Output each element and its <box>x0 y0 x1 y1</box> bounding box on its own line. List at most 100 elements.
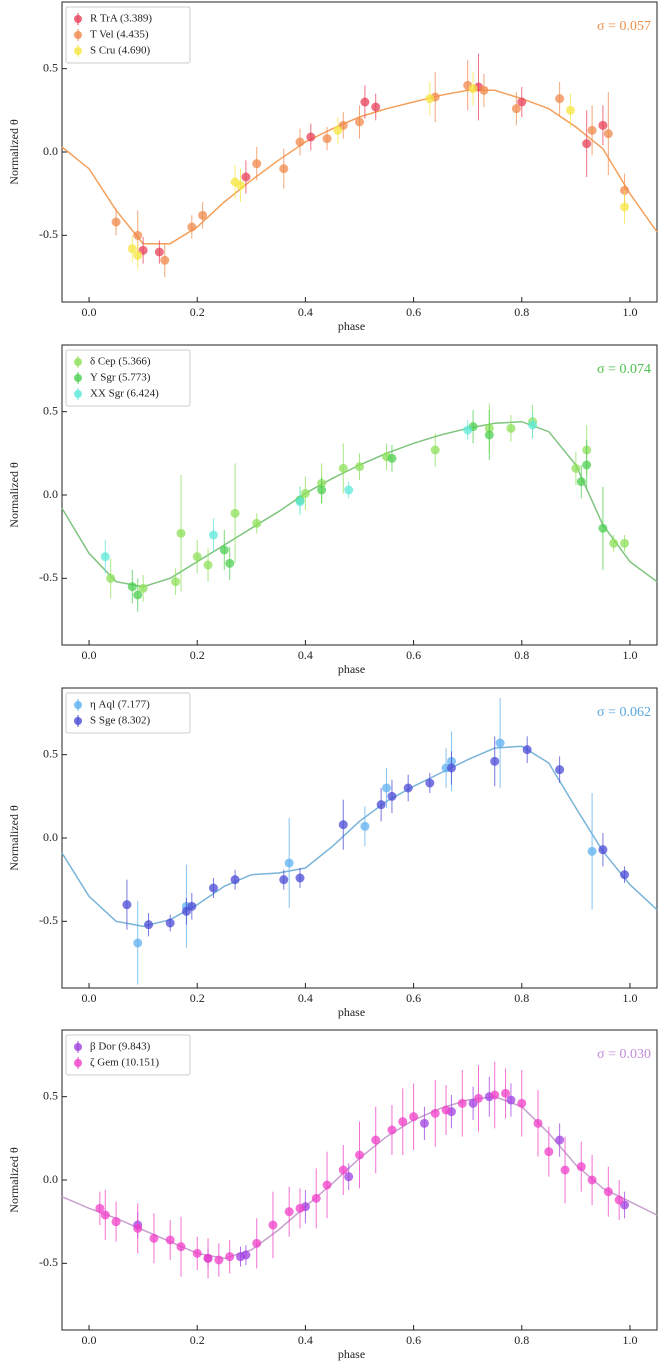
x-axis-label: phase <box>338 662 365 676</box>
legend-marker <box>74 1043 82 1051</box>
data-point <box>506 423 516 433</box>
data-point <box>284 1207 294 1217</box>
data-point <box>360 821 370 831</box>
legend-marker <box>74 390 82 398</box>
x-tick-label: 0.8 <box>514 991 529 1005</box>
data-point <box>154 247 164 257</box>
y-tick-label: -0.5 <box>39 1255 58 1269</box>
data-point <box>230 875 240 885</box>
legend-box <box>65 6 191 64</box>
data-point <box>614 1195 624 1205</box>
legend-marker <box>74 701 82 709</box>
x-tick-label: 0.6 <box>406 305 421 319</box>
data-point <box>355 462 364 472</box>
data-point <box>133 1223 143 1233</box>
y-axis-label: Normalized θ <box>7 1147 21 1213</box>
data-point <box>555 94 565 104</box>
data-point <box>252 159 262 169</box>
data-point <box>495 738 505 748</box>
legend-label: η Aql (7.177) <box>90 699 150 711</box>
data-point <box>295 137 305 147</box>
data-point <box>338 1165 348 1175</box>
data-point <box>219 545 229 555</box>
data-point <box>533 1118 543 1128</box>
x-tick-label: 0.2 <box>190 305 205 319</box>
data-point <box>511 104 521 114</box>
legend-label: Y Sgr (5.773) <box>90 372 151 384</box>
data-point <box>598 120 608 130</box>
legend-label: δ Cep (5.366) <box>90 356 151 368</box>
x-tick-label: 0.4 <box>298 991 313 1005</box>
x-axis-label: phase <box>338 1347 365 1361</box>
data-point <box>387 791 397 801</box>
legend-label: T Vel (4.435) <box>90 29 149 41</box>
data-point <box>122 900 132 910</box>
data-point <box>252 1238 262 1248</box>
data-point <box>355 117 364 127</box>
data-point <box>236 180 245 190</box>
sigma-annotation: σ = 0.057 <box>597 19 651 34</box>
data-point <box>571 463 581 473</box>
data-point <box>419 1118 429 1128</box>
data-point <box>587 1175 597 1185</box>
data-point <box>187 222 197 232</box>
panel: 0.0 0.2 0.4 0.6 0.8 1.0 -0.5 0.0 0.5 phase Normali… <box>7 1 658 333</box>
sigma-annotation: σ = 0.074 <box>597 362 651 377</box>
data-point <box>398 1117 408 1127</box>
legend-label: R TrA (3.389) <box>90 13 152 25</box>
data-point <box>603 129 613 139</box>
data-point <box>127 582 137 592</box>
x-tick-label: 0.4 <box>298 1333 313 1347</box>
data-point <box>176 528 186 538</box>
data-point <box>387 453 397 463</box>
data-point <box>133 590 143 600</box>
data-point <box>111 1217 121 1227</box>
x-tick-label: 0.2 <box>190 648 205 662</box>
x-tick-label: 1.0 <box>622 1333 637 1347</box>
data-point <box>160 255 170 265</box>
data-point <box>565 105 575 115</box>
data-point <box>127 244 137 254</box>
data-point <box>322 134 332 144</box>
x-tick-label: 0.0 <box>82 648 97 662</box>
data-point <box>576 477 586 487</box>
data-point <box>100 1210 110 1220</box>
data-point <box>463 425 473 435</box>
data-point <box>479 85 489 95</box>
y-tick-label: 0.5 <box>43 60 58 74</box>
data-point <box>490 756 500 766</box>
y-tick-label: 0.5 <box>43 1088 58 1102</box>
data-point <box>371 102 381 112</box>
data-point <box>555 765 565 775</box>
y-tick-label: 0.0 <box>43 487 58 501</box>
data-point <box>241 1250 251 1260</box>
data-point <box>355 1150 364 1160</box>
data-point <box>484 430 494 440</box>
y-tick-label: -0.5 <box>39 913 58 927</box>
data-point <box>360 97 370 107</box>
data-point <box>106 573 116 583</box>
x-tick-label: 0.2 <box>190 991 205 1005</box>
legend-marker <box>74 15 82 23</box>
y-axis-label: Normalized θ <box>7 462 21 528</box>
legend-label: ζ Gem (10.151) <box>90 1057 159 1069</box>
fit-line <box>61 420 658 588</box>
data-point <box>187 901 197 911</box>
data-point <box>311 1193 321 1203</box>
legend-marker <box>74 47 82 55</box>
sigma-annotation: σ = 0.062 <box>597 705 651 720</box>
data-point <box>501 1088 511 1098</box>
data-point <box>252 518 262 528</box>
data-point <box>517 97 527 107</box>
data-point <box>203 1253 213 1263</box>
data-point <box>300 488 310 498</box>
data-point <box>544 1147 554 1157</box>
panel: 0.0 0.2 0.4 0.6 0.8 1.0 -0.5 0.0 0.5 phase Normali… <box>7 1029 658 1361</box>
legend-label: XX Sgr (6.424) <box>90 388 159 400</box>
data-point <box>506 1095 516 1105</box>
data-point <box>528 420 538 430</box>
data-point <box>333 125 343 135</box>
data-point <box>598 523 608 533</box>
data-point <box>517 1098 527 1108</box>
